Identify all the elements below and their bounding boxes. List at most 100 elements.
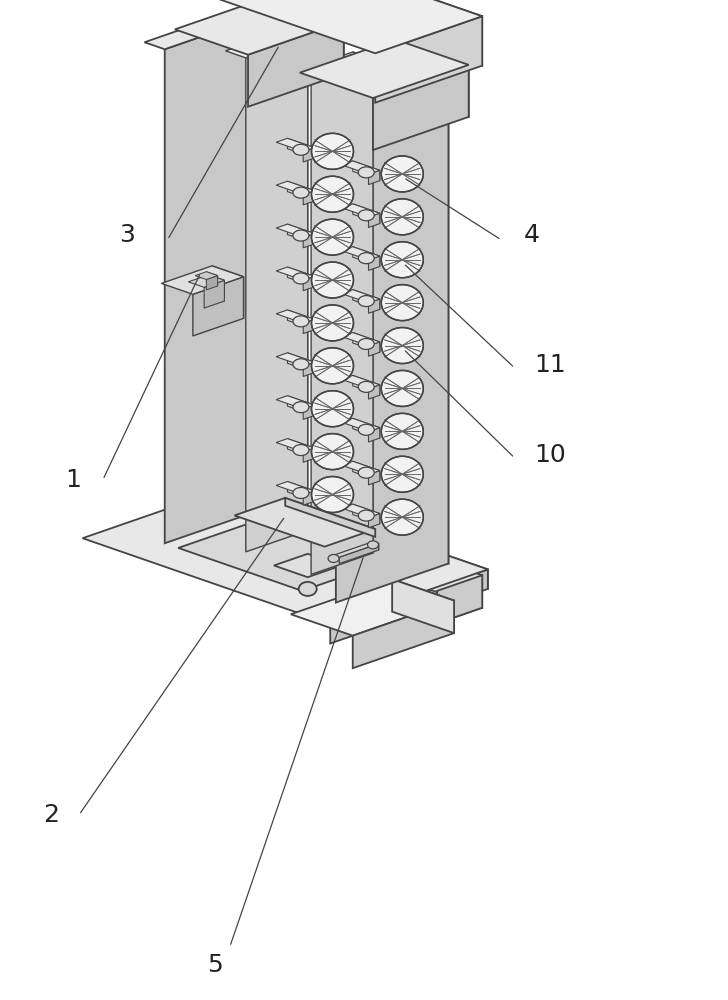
Polygon shape: [234, 538, 358, 580]
Text: 1: 1: [65, 468, 81, 492]
Ellipse shape: [358, 296, 374, 307]
Polygon shape: [368, 256, 380, 270]
Ellipse shape: [293, 316, 309, 327]
Polygon shape: [353, 247, 380, 266]
Ellipse shape: [312, 434, 354, 470]
Ellipse shape: [381, 328, 423, 364]
Ellipse shape: [381, 242, 423, 278]
Polygon shape: [353, 161, 380, 181]
Ellipse shape: [381, 499, 423, 535]
Polygon shape: [285, 498, 375, 537]
Polygon shape: [303, 491, 314, 505]
Polygon shape: [276, 224, 314, 237]
Polygon shape: [288, 439, 314, 458]
Polygon shape: [288, 310, 314, 330]
Polygon shape: [288, 181, 314, 201]
Ellipse shape: [368, 541, 379, 549]
Ellipse shape: [293, 359, 309, 370]
Polygon shape: [331, 569, 488, 644]
Polygon shape: [368, 299, 380, 313]
Polygon shape: [276, 267, 314, 280]
Polygon shape: [162, 266, 244, 294]
Polygon shape: [276, 482, 314, 495]
Polygon shape: [368, 213, 380, 228]
Polygon shape: [368, 471, 380, 485]
Polygon shape: [316, 63, 448, 109]
Ellipse shape: [293, 445, 309, 456]
Polygon shape: [288, 138, 314, 158]
Polygon shape: [226, 29, 308, 58]
Ellipse shape: [312, 219, 354, 255]
Ellipse shape: [312, 305, 354, 341]
Ellipse shape: [358, 210, 374, 221]
Polygon shape: [82, 484, 488, 624]
Polygon shape: [271, 0, 344, 74]
Polygon shape: [353, 461, 380, 481]
Polygon shape: [288, 482, 314, 501]
Polygon shape: [276, 353, 314, 366]
Polygon shape: [165, 10, 277, 543]
Polygon shape: [333, 542, 379, 557]
Ellipse shape: [358, 510, 374, 521]
Polygon shape: [341, 418, 380, 432]
Ellipse shape: [312, 176, 354, 212]
Polygon shape: [209, 275, 224, 301]
Polygon shape: [368, 514, 380, 528]
Text: 10: 10: [534, 443, 566, 467]
Polygon shape: [246, 36, 308, 552]
Polygon shape: [212, 266, 244, 318]
Polygon shape: [353, 52, 373, 553]
Polygon shape: [341, 375, 380, 389]
Ellipse shape: [381, 199, 423, 235]
Polygon shape: [353, 333, 380, 352]
Polygon shape: [280, 505, 358, 565]
Polygon shape: [339, 544, 379, 564]
Polygon shape: [303, 362, 314, 376]
Polygon shape: [311, 59, 373, 574]
Polygon shape: [274, 554, 341, 577]
Polygon shape: [341, 204, 380, 217]
Polygon shape: [248, 22, 344, 107]
Ellipse shape: [328, 554, 339, 562]
Text: 4: 4: [523, 223, 539, 247]
Polygon shape: [336, 70, 448, 603]
Polygon shape: [303, 276, 314, 291]
Ellipse shape: [312, 477, 354, 513]
Ellipse shape: [358, 467, 374, 478]
Text: 2: 2: [43, 803, 59, 827]
Ellipse shape: [293, 487, 309, 498]
Polygon shape: [373, 542, 379, 550]
Polygon shape: [341, 504, 380, 517]
Polygon shape: [368, 428, 380, 442]
Polygon shape: [206, 272, 218, 286]
Polygon shape: [276, 181, 314, 194]
Ellipse shape: [312, 133, 354, 169]
Polygon shape: [341, 290, 380, 303]
Polygon shape: [300, 40, 469, 98]
Ellipse shape: [312, 262, 354, 298]
Polygon shape: [303, 405, 314, 419]
Polygon shape: [308, 554, 341, 585]
Polygon shape: [353, 204, 380, 224]
Polygon shape: [276, 138, 314, 152]
Polygon shape: [193, 277, 244, 336]
Polygon shape: [276, 396, 314, 409]
Polygon shape: [375, 16, 482, 103]
Ellipse shape: [293, 187, 309, 198]
Ellipse shape: [358, 167, 374, 178]
Text: 11: 11: [534, 353, 566, 377]
Polygon shape: [276, 439, 314, 452]
Ellipse shape: [381, 413, 423, 449]
Polygon shape: [358, 580, 482, 623]
Polygon shape: [403, 548, 482, 608]
Polygon shape: [353, 418, 380, 438]
Ellipse shape: [293, 273, 309, 284]
Polygon shape: [308, 566, 341, 597]
Polygon shape: [269, 0, 482, 66]
Ellipse shape: [358, 381, 374, 392]
Polygon shape: [341, 247, 380, 260]
Polygon shape: [240, 484, 488, 589]
Polygon shape: [288, 267, 314, 287]
Polygon shape: [368, 170, 380, 185]
Ellipse shape: [381, 285, 423, 321]
